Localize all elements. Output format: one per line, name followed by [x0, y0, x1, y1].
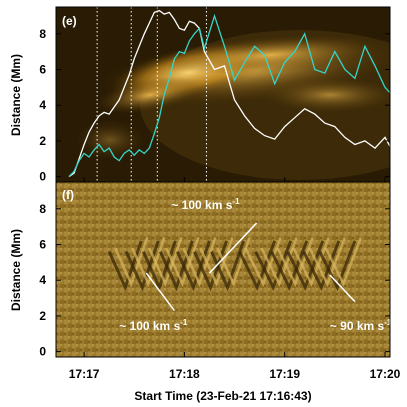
x-tick-label: 17:20	[370, 367, 401, 381]
panel-e: (e) 0 2 4 6 8 Distance (Mm)	[9, 6, 391, 184]
speed-lines: ~ 100 km s-1 ~ 100 km s-1 ~ 90 km s-1	[119, 197, 392, 333]
difference-ridge-light	[165, 236, 200, 288]
difference-ridge-dark	[238, 240, 277, 292]
speed-line-3	[329, 274, 356, 303]
panel-e-y-axis: 0 2 4 6 8	[39, 27, 390, 184]
difference-ridge-light	[131, 236, 166, 288]
difference-ridge-light	[324, 236, 363, 287]
panel-f: ~ 100 km s-1~ 100 km s-1~ 90 km s-1 (f) …	[9, 177, 401, 403]
panel-f-frame	[55, 181, 391, 358]
difference-ridge-light	[199, 236, 234, 288]
panel-e-label: (e)	[62, 14, 77, 28]
difference-ridge-dark	[270, 240, 309, 292]
y-tick-label: 2	[39, 134, 46, 148]
y-tick-label: 8	[39, 27, 46, 41]
panel-e-ylabel: Distance (Mm)	[9, 54, 23, 136]
panel-f-x-axis: 17:17 17:18 17:19 17:20	[69, 177, 401, 381]
speed-line-2	[208, 222, 258, 274]
x-tick-label: 17:19	[269, 367, 300, 381]
y-tick-label: 4	[39, 273, 46, 287]
difference-ridge-light	[292, 236, 330, 287]
panel-f-y-axis: 0 2 4 6 8	[39, 202, 390, 359]
panel-f-difference-map	[107, 236, 363, 292]
difference-ridge-light	[260, 236, 298, 287]
panel-f-label: (f)	[62, 188, 74, 202]
series-white-line	[68, 9, 390, 178]
speed-line-1	[145, 272, 175, 312]
y-tick-label: 6	[39, 238, 46, 252]
y-tick-label: 4	[39, 98, 46, 112]
y-tick-label: 6	[39, 63, 46, 77]
speed-label-3: ~ 90 km s-1	[330, 318, 392, 333]
panel-f-ylabel: Distance (Mm)	[9, 229, 23, 311]
y-tick-label: 0	[39, 170, 46, 184]
difference-ridge-light	[308, 236, 347, 287]
panel-e-series	[68, 9, 390, 178]
difference-ridge-dark	[210, 240, 246, 292]
difference-ridge-light	[182, 236, 217, 288]
panel-e-intensity-map	[75, 30, 390, 180]
difference-ridge-dark	[302, 240, 341, 292]
y-tick-label: 8	[39, 202, 46, 216]
difference-ridge-light	[114, 236, 149, 288]
speed-label-1: ~ 100 km s-1	[119, 318, 188, 333]
y-tick-label: 2	[39, 309, 46, 323]
difference-ridge-dark	[254, 240, 293, 292]
difference-ridge-light	[148, 236, 183, 288]
x-tick-label: 17:17	[69, 367, 100, 381]
difference-ridge-dark	[286, 240, 325, 292]
y-tick-label: 0	[39, 345, 46, 359]
difference-ridge-light	[216, 236, 251, 288]
difference-ridge-dark	[318, 240, 357, 292]
series-cyan-line	[68, 13, 390, 178]
panel-f-xlabel: Start Time (23-Feb-21 17:16:43)	[134, 389, 311, 403]
x-tick-label: 17:18	[169, 367, 200, 381]
vertical-dotted-lines	[96, 7, 207, 182]
difference-ridge-light	[244, 236, 282, 287]
difference-ridge-light	[276, 236, 314, 287]
panel-f-background	[56, 182, 390, 357]
speed-label-2: ~ 100 km s-1	[171, 197, 240, 212]
